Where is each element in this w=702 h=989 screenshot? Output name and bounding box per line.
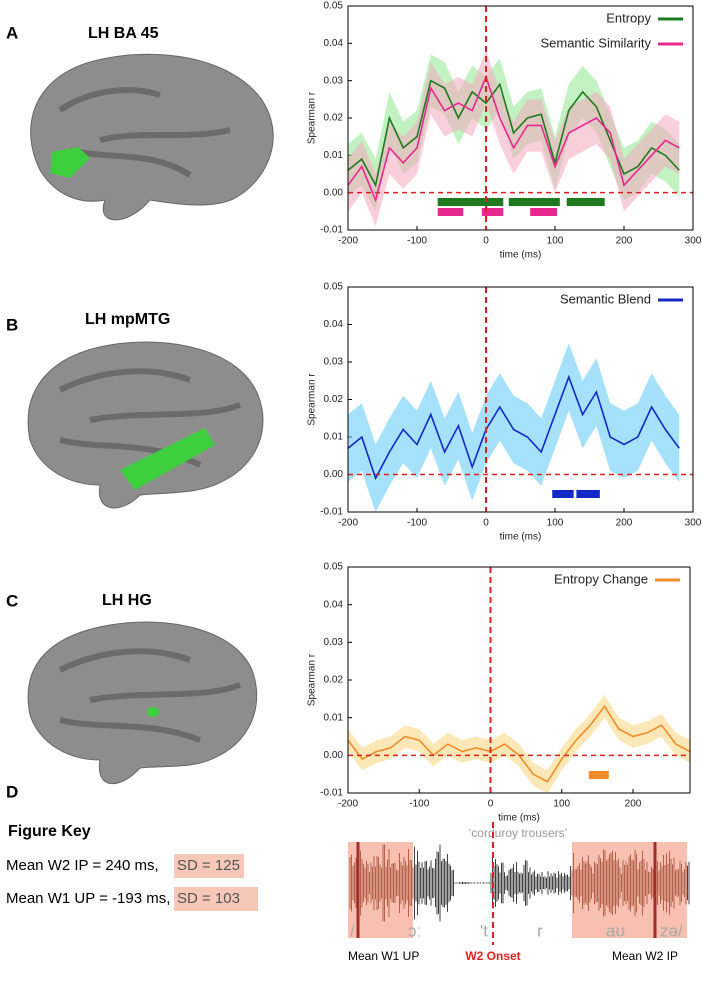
x-tick-label: -100 [407, 236, 427, 247]
phoneme: ɔː [408, 921, 421, 940]
panel-letter: C [6, 591, 18, 610]
y-tick-label: 0.01 [324, 432, 344, 443]
legend-label: Semantic Blend [560, 291, 651, 306]
x-tick-label: -200 [338, 799, 358, 810]
x-tick-label: 200 [625, 799, 642, 810]
region-title: LH HG [102, 592, 152, 609]
y-tick-label: 0.02 [324, 675, 344, 686]
legend-label: Entropy Change [554, 571, 648, 586]
y-tick-label: 0.05 [324, 1, 344, 12]
y-tick-label: 0.03 [324, 75, 344, 86]
w2-label: Mean W2 IP [612, 949, 678, 963]
y-tick-label: 0.04 [324, 599, 344, 610]
x-axis-label: time (ms) [500, 532, 542, 543]
brain-a [30, 53, 274, 221]
y-tick-label: 0.03 [324, 357, 344, 368]
x-tick-label: 0 [488, 799, 494, 810]
plot [348, 50, 680, 227]
series-line [348, 79, 680, 188]
significance-bar [530, 208, 558, 216]
sd-highlight [174, 854, 244, 878]
panel-letter: A [6, 23, 18, 42]
significance-bar [588, 771, 609, 779]
x-tick-label: 200 [616, 518, 633, 529]
waveform [348, 842, 690, 938]
y-tick-label: 0.03 [324, 637, 344, 648]
phoneme: 't [480, 921, 488, 940]
y-tick-label: -0.01 [320, 788, 343, 799]
phoneme: / [350, 921, 355, 940]
brain-c [27, 621, 258, 784]
panel-letter: B [6, 315, 18, 334]
region-title: LH mpMTG [85, 311, 170, 328]
series-line [348, 374, 680, 481]
ci-band [348, 695, 690, 793]
x-tick-label: 100 [547, 518, 564, 529]
series-line [348, 74, 680, 203]
x-tick-label: 100 [547, 236, 564, 247]
y-axis-label: Spearman r [307, 373, 318, 426]
y-tick-label: 0.04 [324, 38, 344, 49]
plot [348, 343, 680, 512]
y-axis-label: Spearman r [307, 653, 318, 706]
key-sd: SD = 125 [177, 857, 240, 874]
x-tick-label: -200 [338, 236, 358, 247]
x-tick-label: -200 [338, 518, 358, 529]
x-tick-label: -100 [407, 518, 427, 529]
onset-label: W2 Onset [465, 949, 520, 963]
y-tick-label: 0.00 [324, 750, 344, 761]
phoneme: aʊ [606, 921, 625, 940]
w1-label: Mean W1 UP [348, 949, 419, 963]
key-title: Figure Key [8, 823, 91, 840]
x-tick-label: 0 [483, 236, 489, 247]
x-tick-label: 300 [685, 236, 702, 247]
y-tick-label: 0.01 [324, 712, 344, 723]
phoneme: r [537, 921, 543, 940]
significance-bar [437, 208, 464, 216]
y-tick-label: 0.04 [324, 319, 344, 330]
significance-bar [481, 208, 504, 216]
x-tick-label: 200 [616, 236, 633, 247]
significance-bar [552, 490, 574, 498]
significance-bar [508, 198, 560, 206]
key-line: Mean W2 IP = 240 ms, [6, 857, 159, 874]
brain-b [27, 341, 264, 509]
x-tick-label: 0 [483, 518, 489, 529]
x-axis-label: time (ms) [500, 250, 542, 261]
y-tick-label: 0.05 [324, 562, 344, 573]
x-tick-label: -100 [409, 799, 429, 810]
significance-bar [437, 198, 504, 206]
significance-bar [576, 490, 600, 498]
significance-bar [566, 198, 605, 206]
y-tick-label: -0.01 [320, 507, 343, 518]
legend-label: Entropy [606, 10, 651, 25]
frame [347, 5, 694, 231]
x-tick-label: 100 [553, 799, 570, 810]
region-title: LH BA 45 [88, 25, 159, 42]
x-tick-label: 300 [685, 518, 702, 529]
y-tick-label: 0.02 [324, 394, 344, 405]
panel-letter: D [6, 782, 18, 801]
ci-band [348, 343, 680, 512]
y-axis-label: Spearman r [307, 91, 318, 144]
y-tick-label: -0.01 [320, 225, 343, 236]
y-tick-label: 0.00 [324, 469, 344, 480]
caption: ‘corduroy trousers’ [469, 826, 568, 840]
ci-band [348, 50, 680, 227]
frame [347, 286, 694, 513]
frame [347, 566, 691, 794]
y-tick-label: 0.05 [324, 282, 344, 293]
y-tick-label: 0.01 [324, 150, 344, 161]
x-axis-label: time (ms) [498, 813, 540, 824]
key-line: Mean W1 UP = -193 ms, [6, 890, 170, 907]
key-sd: SD = 103 [177, 890, 240, 907]
phoneme: zə/ [660, 921, 683, 940]
y-tick-label: 0.00 [324, 187, 344, 198]
sd-highlight [174, 887, 258, 911]
y-tick-label: 0.02 [324, 113, 344, 124]
legend-label: Semantic Similarity [540, 35, 651, 50]
